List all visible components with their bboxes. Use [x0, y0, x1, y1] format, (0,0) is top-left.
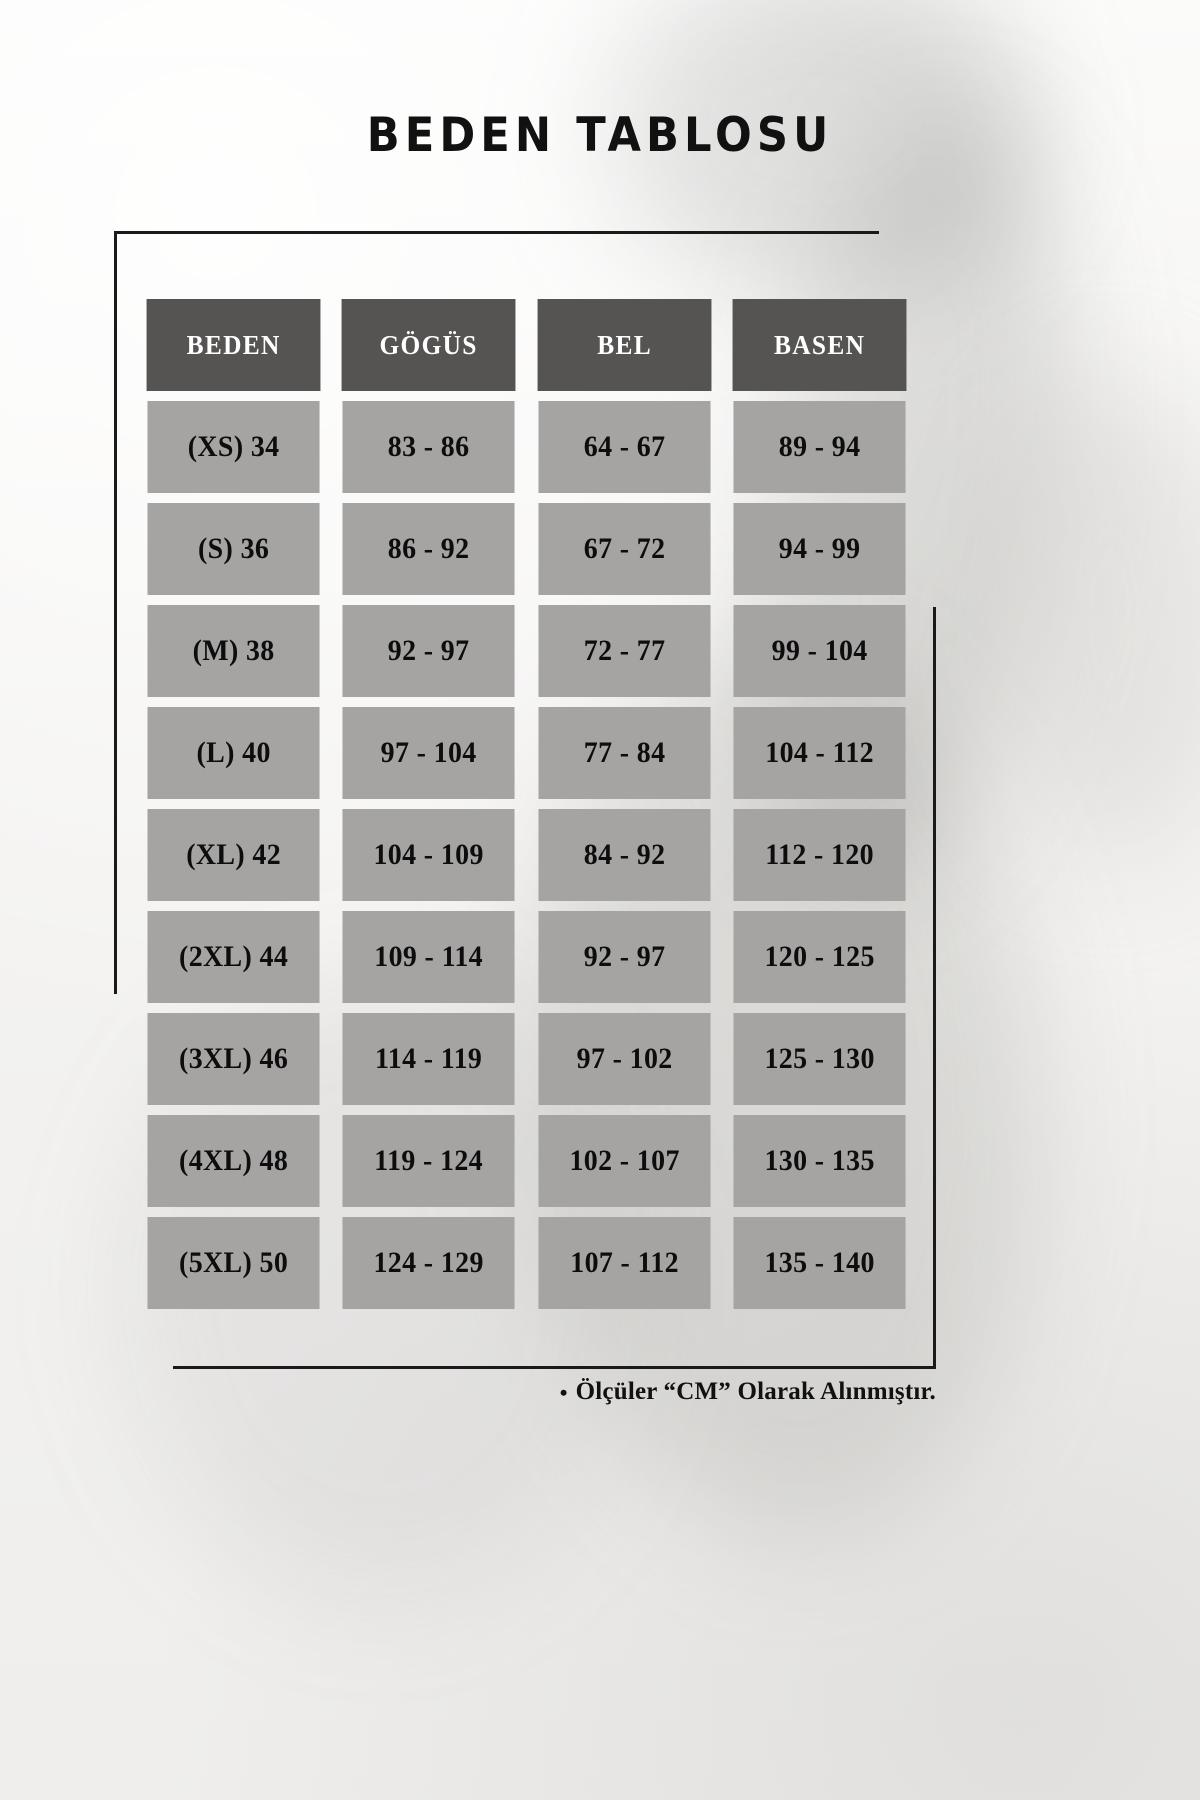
decorative-rule-left — [114, 231, 117, 994]
table-cell-chest: 92 - 97 — [342, 605, 516, 697]
table-cell-chest: 114 - 119 — [342, 1013, 516, 1105]
table-cell-chest: 124 - 129 — [342, 1217, 516, 1309]
table-cell-hip: 135 - 140 — [733, 1217, 906, 1309]
table-cell-waist: 77 - 84 — [537, 707, 711, 799]
table-header-cell: BASEN — [732, 299, 907, 391]
table-header-cell: GÖGÜS — [341, 299, 516, 391]
table-cell-size: (L) 40 — [147, 707, 320, 799]
table-cell-hip: 125 - 130 — [733, 1013, 906, 1105]
table-cell-chest: 97 - 104 — [342, 707, 516, 799]
background-silhouette-blob — [980, 380, 1200, 860]
table-cell-waist: 97 - 102 — [537, 1013, 711, 1105]
table-cell-chest: 119 - 124 — [342, 1115, 516, 1207]
table-cell-size: (M) 38 — [147, 605, 320, 697]
table-cell-hip: 120 - 125 — [733, 911, 906, 1003]
table-cell-hip: 99 - 104 — [733, 605, 906, 697]
table-cell-size: (5XL) 50 — [147, 1217, 320, 1309]
footnote: • Ölçüler “CM” Olarak Alınmıştır. — [0, 1378, 936, 1406]
table-cell-hip: 94 - 99 — [733, 503, 906, 595]
table-cell-hip: 89 - 94 — [733, 401, 906, 493]
table-cell-size: (XL) 42 — [147, 809, 320, 901]
decorative-rule-top — [114, 231, 879, 234]
bullet-icon: • — [559, 1380, 568, 1406]
size-table: BEDEN GÖGÜS BEL BASEN (XS) 34 83 - 86 64… — [141, 299, 912, 1309]
table-cell-size: (3XL) 46 — [147, 1013, 320, 1105]
table-cell-hip: 130 - 135 — [733, 1115, 906, 1207]
table-cell-size: (S) 36 — [147, 503, 320, 595]
table-cell-chest: 86 - 92 — [342, 503, 516, 595]
table-cell-hip: 112 - 120 — [733, 809, 906, 901]
table-header-cell: BEDEN — [146, 299, 321, 391]
table-cell-size: (2XL) 44 — [147, 911, 320, 1003]
table-cell-chest: 109 - 114 — [342, 911, 516, 1003]
decorative-rule-bottom — [173, 1366, 936, 1369]
table-cell-chest: 83 - 86 — [342, 401, 516, 493]
table-cell-size: (XS) 34 — [147, 401, 320, 493]
footnote-text: Ölçüler “CM” Olarak Alınmıştır. — [575, 1378, 936, 1405]
table-cell-waist: 102 - 107 — [537, 1115, 711, 1207]
table-cell-waist: 107 - 112 — [537, 1217, 711, 1309]
table-cell-hip: 104 - 112 — [733, 707, 906, 799]
table-cell-waist: 84 - 92 — [537, 809, 711, 901]
table-cell-waist: 64 - 67 — [537, 401, 711, 493]
page-title: BEDEN TABLOSU — [366, 108, 834, 163]
table-cell-waist: 92 - 97 — [537, 911, 711, 1003]
table-cell-chest: 104 - 109 — [342, 809, 516, 901]
decorative-rule-right — [933, 607, 936, 1369]
table-cell-waist: 72 - 77 — [537, 605, 711, 697]
table-cell-size: (4XL) 48 — [147, 1115, 320, 1207]
table-cell-waist: 67 - 72 — [537, 503, 711, 595]
table-header-cell: BEL — [537, 299, 712, 391]
